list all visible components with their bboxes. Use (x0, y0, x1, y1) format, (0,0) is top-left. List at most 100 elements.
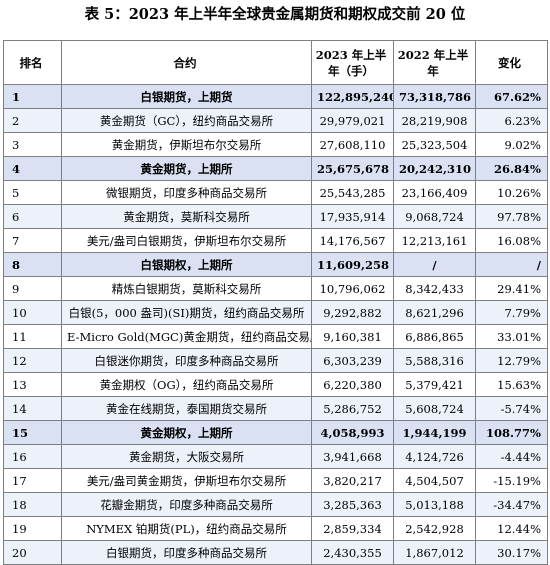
header-row: 排名 合约 2023 年上半 年（手） 2022 年上半 年 变化 (3, 40, 548, 85)
cell-volume-2022: 20,242,310 (393, 156, 476, 181)
cell-volume-2023: 3,285,363 (311, 492, 394, 517)
cell-change: 16.08% (475, 228, 548, 253)
cell-contract: 黄金期货，伊斯坦布尔交易所 (61, 132, 312, 157)
cell-contract: 黄金期权，上期所 (61, 420, 312, 445)
cell-rank: 15 (3, 420, 62, 445)
cell-volume-2022: 6,886,865 (393, 324, 476, 349)
cell-change: 29.41% (475, 276, 548, 301)
cell-volume-2023: 6,303,239 (311, 348, 394, 373)
header-2022-line1: 2022 年上半 (397, 47, 469, 62)
ranking-table: 排名 合约 2023 年上半 年（手） 2022 年上半 年 变化 1 白银期货，… (3, 40, 548, 565)
cell-volume-2023: 2,430,355 (311, 540, 394, 565)
cell-volume-2022: 8,342,433 (393, 276, 476, 301)
cell-rank: 5 (3, 180, 62, 205)
cell-volume-2023: 6,220,380 (311, 372, 394, 397)
cell-contract: 黄金期货（GC），纽约商品交易所 (61, 108, 312, 133)
cell-contract: E-Micro Gold(MGC)黄金期货，纽约商品交易所 (61, 324, 312, 349)
cell-volume-2023: 25,675,678 (311, 156, 394, 181)
table-row: 3 黄金期货，伊斯坦布尔交易所 27,608,110 25,323,504 9.02% (3, 132, 548, 157)
cell-contract: 白银期货，印度多种商品交易所 (61, 540, 312, 565)
cell-volume-2023: 25,543,285 (311, 180, 394, 205)
header-contract: 合约 (61, 40, 312, 85)
cell-change: -4.44% (475, 444, 548, 469)
cell-rank: 16 (3, 444, 62, 469)
cell-change: 26.84% (475, 156, 548, 181)
cell-rank: 11 (3, 324, 62, 349)
table-row: 14 黄金在线期货，泰国期货交易所 5,286,752 5,608,724 -5.74% (3, 396, 548, 421)
cell-change: 6.23% (475, 108, 548, 133)
cell-rank: 19 (3, 516, 62, 541)
cell-change: 9.02% (475, 132, 548, 157)
table-row: 20 白银期货，印度多种商品交易所 2,430,355 1,867,012 30.17% (3, 540, 548, 565)
cell-contract: 黄金期货，莫斯科交易所 (61, 204, 312, 229)
cell-rank: 13 (3, 372, 62, 397)
cell-change: -5.74% (475, 396, 548, 421)
cell-volume-2022: 73,318,786 (393, 84, 476, 109)
table-row: 4 黄金期货，上期所 25,675,678 20,242,310 26.84% (3, 156, 548, 181)
cell-volume-2023: 27,608,110 (311, 132, 394, 157)
header-rank: 排名 (3, 40, 62, 85)
cell-contract: 黄金期货，上期所 (61, 156, 312, 181)
cell-volume-2022: 4,124,726 (393, 444, 476, 469)
table-row: 17 美元/盎司黄金期货，伊斯坦布尔交易所 3,820,217 4,504,507 -1… (3, 468, 548, 493)
header-2023-line2: 年（手） (328, 63, 374, 78)
header-2022-line2: 年 (427, 63, 439, 78)
cell-volume-2023: 9,292,882 (311, 300, 394, 325)
cell-rank: 2 (3, 108, 62, 133)
cell-change: 10.26% (475, 180, 548, 205)
header-2023-line1: 2023 年上半 (315, 47, 387, 62)
cell-change: 97.78% (475, 204, 548, 229)
cell-change: 12.44% (475, 516, 548, 541)
table-row: 1 白银期货，上期货 122,895,240 73,318,786 67.62% (3, 84, 548, 109)
cell-volume-2022: 28,219,908 (393, 108, 476, 133)
cell-volume-2022: 5,608,724 (393, 396, 476, 421)
cell-contract: 美元/盎司黄金期货，伊斯坦布尔交易所 (61, 468, 312, 493)
cell-volume-2023: 14,176,567 (311, 228, 394, 253)
cell-change: -34.47% (475, 492, 548, 517)
cell-change: 30.17% (475, 540, 548, 565)
cell-change: / (475, 252, 548, 277)
cell-rank: 12 (3, 348, 62, 373)
cell-change: 108.77% (475, 420, 548, 445)
cell-volume-2023: 2,859,334 (311, 516, 394, 541)
header-change: 变化 (475, 40, 548, 85)
table-row: 2 黄金期货（GC），纽约商品交易所 29,979,021 28,219,908 6.2… (3, 108, 548, 133)
cell-volume-2023: 4,058,993 (311, 420, 394, 445)
cell-contract: 黄金期货，大阪交易所 (61, 444, 312, 469)
table-title: 表 5：2023 年上半年全球贵金属期货和期权成交前 20 位 (84, 6, 466, 23)
table-row: 16 黄金期货，大阪交易所 3,941,668 4,124,726 -4.44% (3, 444, 548, 469)
cell-volume-2023: 10,796,062 (311, 276, 394, 301)
cell-change: 33.01% (475, 324, 548, 349)
cell-contract: 白银(5，000 盎司)(SI)期货，纽约商品交易所 (61, 300, 312, 325)
cell-rank: 10 (3, 300, 62, 325)
table-row: 9 精炼白银期货，莫斯科交易所 10,796,062 8,342,433 29.41% (3, 276, 548, 301)
cell-contract: 精炼白银期货，莫斯科交易所 (61, 276, 312, 301)
table-row: 7 美元/盎司白银期货，伊斯坦布尔交易所 14,176,567 12,213,161 1… (3, 228, 548, 253)
cell-volume-2022: 5,588,316 (393, 348, 476, 373)
cell-volume-2023: 5,286,752 (311, 396, 394, 421)
cell-volume-2022: 25,323,504 (393, 132, 476, 157)
cell-rank: 18 (3, 492, 62, 517)
table-row: 10 白银(5，000 盎司)(SI)期货，纽约商品交易所 9,292,882 8,6… (3, 300, 548, 325)
cell-volume-2022: 5,013,188 (393, 492, 476, 517)
cell-contract: 微银期货，印度多种商品交易所 (61, 180, 312, 205)
table-row: 15 黄金期权，上期所 4,058,993 1,944,199 108.77% (3, 420, 548, 445)
cell-rank: 4 (3, 156, 62, 181)
cell-volume-2023: 11,609,258 (311, 252, 394, 277)
cell-rank: 17 (3, 468, 62, 493)
cell-volume-2022: 12,213,161 (393, 228, 476, 253)
cell-volume-2022: 8,621,296 (393, 300, 476, 325)
cell-contract: 黄金在线期货，泰国期货交易所 (61, 396, 312, 421)
cell-change: 7.79% (475, 300, 548, 325)
cell-rank: 14 (3, 396, 62, 421)
cell-change: 15.63% (475, 372, 548, 397)
table-row: 12 白银迷你期货，印度多种商品交易所 6,303,239 5,588,316 12.7… (3, 348, 548, 373)
table-row: 8 白银期权，上期所 11,609,258// (3, 252, 548, 277)
table-body: 1 白银期货，上期货 122,895,240 73,318,786 67.62% 2 黄金期… (3, 84, 548, 565)
table-row: 18 花瓣金期货，印度多种商品交易所 3,285,363 5,013,188 -34.4… (3, 492, 548, 517)
cell-volume-2023: 3,941,668 (311, 444, 394, 469)
cell-volume-2022: / (393, 252, 476, 277)
cell-contract: 白银期权，上期所 (61, 252, 312, 277)
cell-rank: 1 (3, 84, 62, 109)
table-row: 6 黄金期货，莫斯科交易所 17,935,914 9,068,724 97.78% (3, 204, 548, 229)
